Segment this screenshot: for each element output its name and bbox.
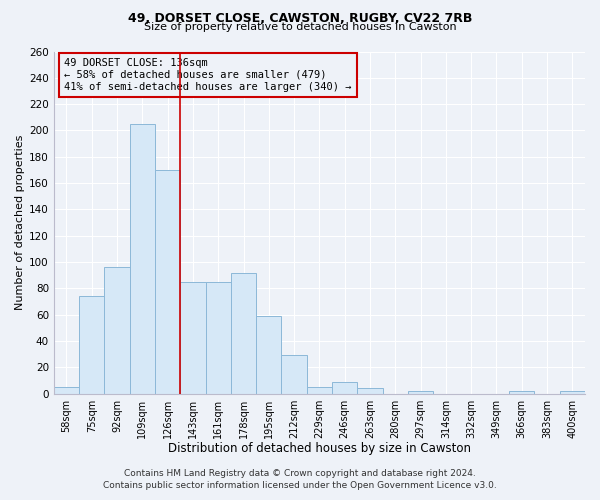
Text: 49, DORSET CLOSE, CAWSTON, RUGBY, CV22 7RB: 49, DORSET CLOSE, CAWSTON, RUGBY, CV22 7… bbox=[128, 12, 472, 26]
Bar bbox=[54, 387, 79, 394]
Text: Contains HM Land Registry data © Crown copyright and database right 2024.
Contai: Contains HM Land Registry data © Crown c… bbox=[103, 468, 497, 490]
Bar bbox=[560, 391, 585, 394]
Bar bbox=[79, 296, 104, 394]
Bar bbox=[130, 124, 155, 394]
X-axis label: Distribution of detached houses by size in Cawston: Distribution of detached houses by size … bbox=[168, 442, 471, 455]
Text: Size of property relative to detached houses in Cawston: Size of property relative to detached ho… bbox=[143, 22, 457, 32]
Bar bbox=[332, 382, 358, 394]
Bar bbox=[155, 170, 180, 394]
Bar bbox=[307, 387, 332, 394]
Bar bbox=[104, 268, 130, 394]
Bar bbox=[509, 391, 535, 394]
Bar bbox=[408, 391, 433, 394]
Bar bbox=[231, 272, 256, 394]
Bar bbox=[358, 388, 383, 394]
Y-axis label: Number of detached properties: Number of detached properties bbox=[15, 135, 25, 310]
Bar bbox=[180, 282, 206, 394]
Text: 49 DORSET CLOSE: 136sqm
← 58% of detached houses are smaller (479)
41% of semi-d: 49 DORSET CLOSE: 136sqm ← 58% of detache… bbox=[64, 58, 352, 92]
Bar bbox=[281, 356, 307, 394]
Bar bbox=[206, 282, 231, 394]
Bar bbox=[256, 316, 281, 394]
